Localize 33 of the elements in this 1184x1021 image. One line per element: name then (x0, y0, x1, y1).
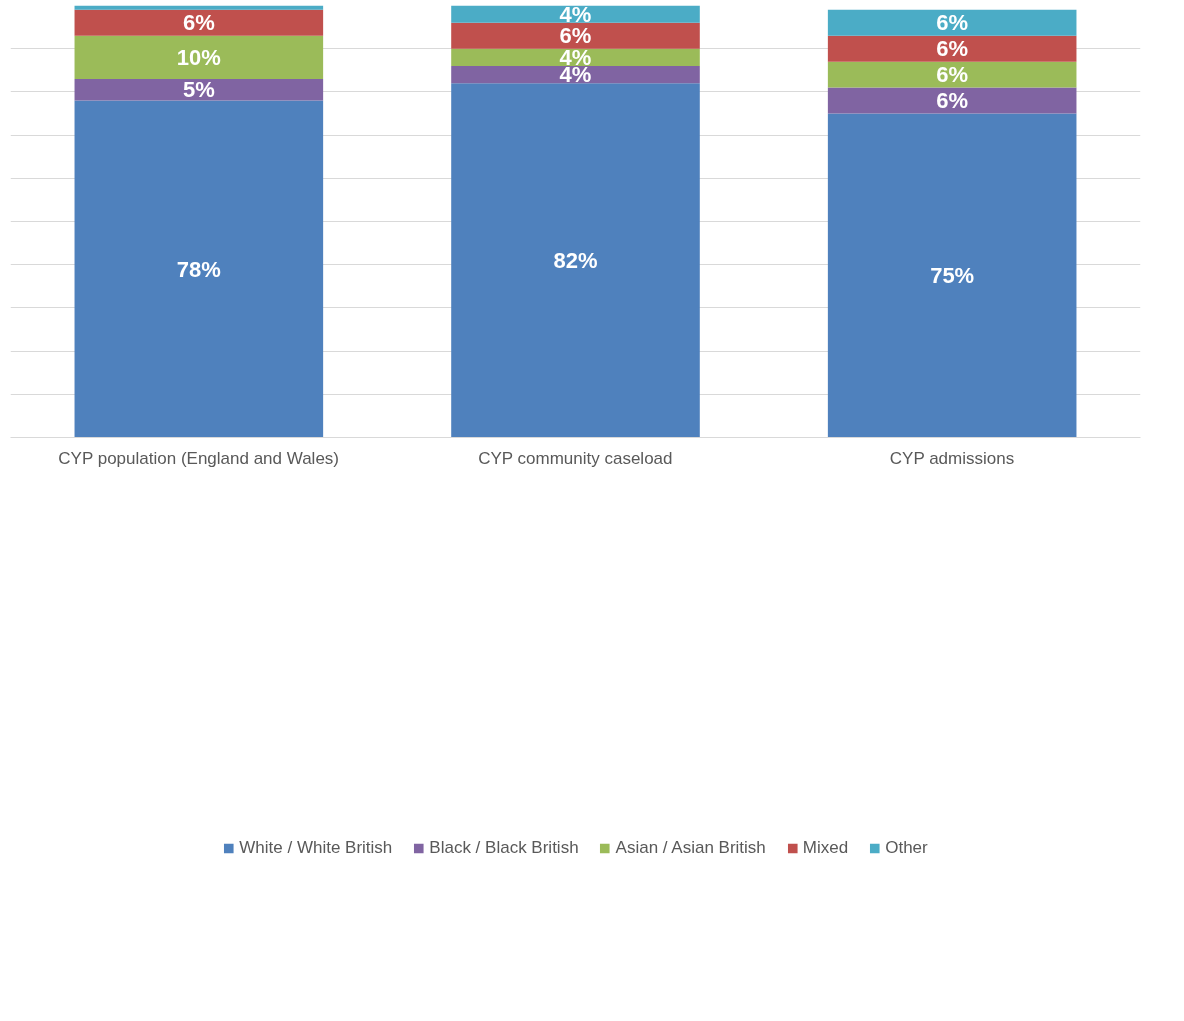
bar (827, 9, 1077, 36)
legend-label: Black / Black British (429, 837, 579, 858)
bar (451, 48, 700, 66)
data-label: 6% (936, 62, 969, 88)
bar (827, 61, 1077, 88)
data-label: 82% (553, 247, 598, 273)
bar (74, 100, 324, 438)
data-label: 78% (176, 256, 221, 282)
bar (451, 22, 700, 49)
bar (827, 113, 1077, 438)
bar (451, 65, 700, 84)
data-label: 5% (182, 77, 215, 103)
bar (827, 87, 1077, 114)
legend-label: White / White British (239, 837, 393, 858)
data-label: 6% (936, 88, 969, 114)
legend-label: Asian / Asian British (615, 837, 766, 858)
bar (74, 78, 324, 101)
bar (451, 5, 700, 23)
bar (451, 83, 700, 438)
x-tick-label: CYP community caseload (478, 448, 673, 468)
legend-label: Mixed (802, 837, 849, 858)
legend-label: Other (885, 837, 928, 858)
data-label: 6% (936, 36, 969, 62)
data-label: 6% (182, 10, 215, 36)
bar (74, 35, 324, 79)
data-label: 6% (936, 10, 969, 36)
bar (74, 5, 324, 10)
data-label: 75% (930, 263, 975, 288)
x-tick-label: CYP admissions (889, 448, 1015, 468)
x-tick-label: CYP population (England and Wales) (58, 448, 340, 468)
bar (827, 35, 1077, 62)
bar (74, 9, 324, 36)
data-label: 10% (176, 44, 221, 70)
